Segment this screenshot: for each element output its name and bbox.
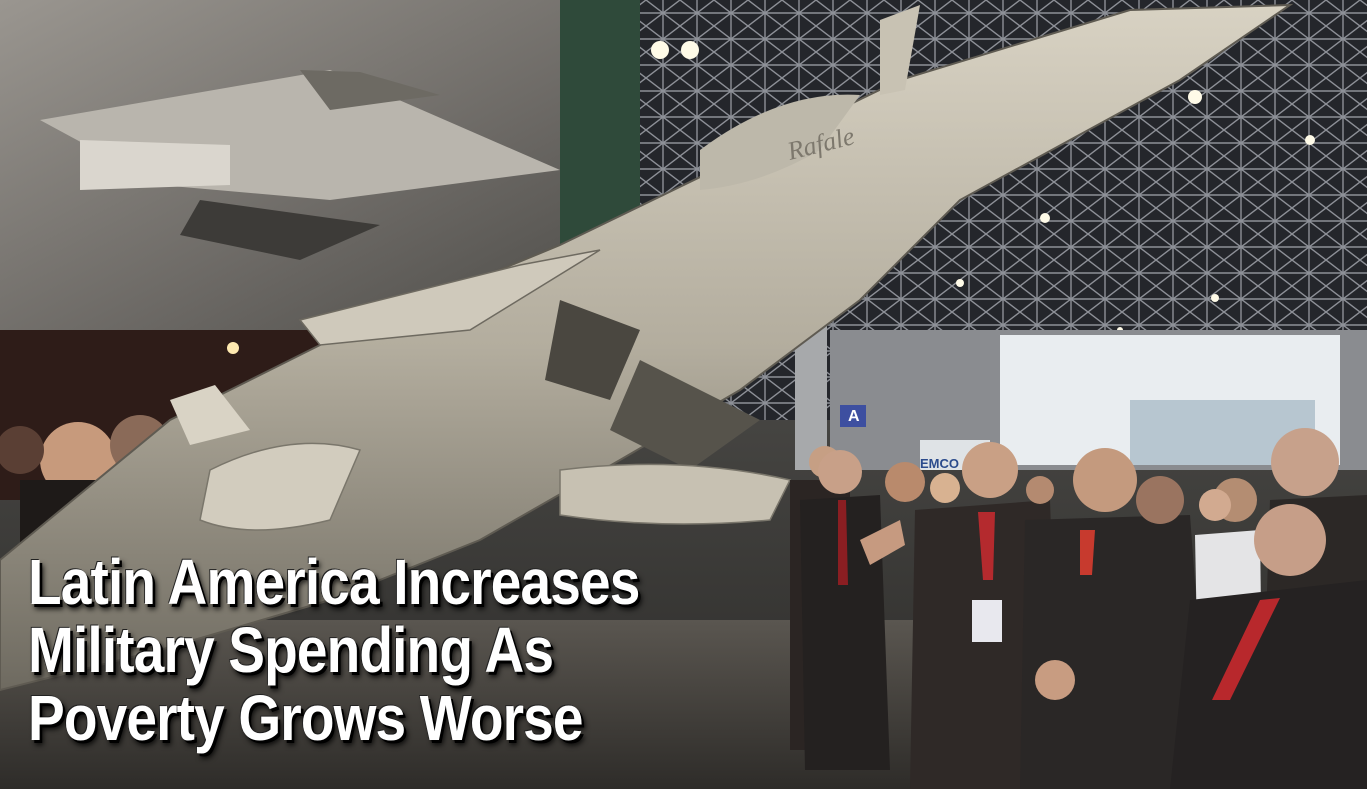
headline: Latin America Increases Military Spendin…: [28, 548, 699, 752]
aisle-sign: A: [848, 408, 860, 425]
delegation-crowd: [790, 428, 1367, 789]
headline-line-1: Latin America Increases: [28, 546, 640, 618]
ceiling-lights: [651, 41, 1315, 333]
headline-line-3: Poverty Grows Worse: [28, 682, 584, 754]
headline-line-2: Military Spending As: [28, 614, 554, 686]
booth-sign: EMCO: [920, 456, 959, 471]
rafale-jet-model: Rafale: [0, 3, 1294, 692]
